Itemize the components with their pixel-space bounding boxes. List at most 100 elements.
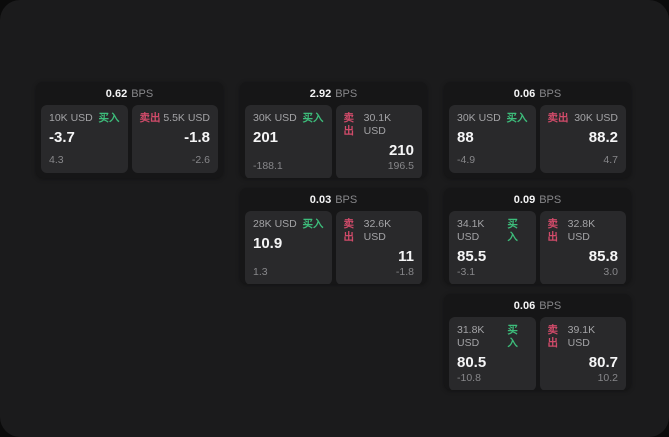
buy-price: -3.7 [49,129,75,146]
buy-delta: -188.1 [253,160,283,172]
sell-price: 88.2 [588,129,618,146]
buy-side-label: 买入 [302,112,324,124]
bps-value: 0.09 [513,193,536,206]
card-header: 0.03 BPS [240,188,427,211]
sell-tile[interactable]: 卖出 32.6K USD 11 -1.8 [335,211,422,284]
buy-delta: 1.3 [253,266,268,278]
buy-size: 30K USD [253,112,297,124]
sell-side-label: 卖出 [343,218,355,243]
buy-tile-top: 28K USD 买入 [253,218,324,231]
bps-unit: BPS [131,87,154,100]
card-body: 10K USD 买入 -3.7 4.3 卖出 5.5K USD -1.8 -2.… [36,105,223,178]
buy-tile[interactable]: 34.1K USD 买入 85.5 -3.1 [449,211,536,284]
sell-side-label: 卖出 [547,324,559,349]
sell-price: 85.8 [588,248,618,265]
sell-side-label: 卖出 [547,218,559,243]
sell-delta: 3.0 [603,266,618,278]
sell-price: -1.8 [184,129,210,146]
sell-tile-top: 卖出 30K USD [548,112,619,125]
card-header: 0.62 BPS [36,82,223,105]
buy-tile-top: 34.1K USD 买入 [457,218,528,244]
sell-price: 11 [398,248,414,265]
sell-price: 210 [388,142,414,159]
bps-value: 0.06 [513,87,536,100]
bps-unit: BPS [335,193,358,206]
card-header: 2.92 BPS [240,82,427,105]
sell-tile[interactable]: 卖出 39.1K USD 80.7 10.2 [539,317,626,390]
sell-side-label: 卖出 [139,112,161,124]
buy-size: 10K USD [49,112,93,124]
bps-value: 0.62 [105,87,128,100]
quote-card: 0.03 BPS 28K USD 买入 10.9 1.3 卖出 32.6K US… [240,188,427,284]
buy-delta: -4.9 [457,154,476,166]
buy-price: 85.5 [457,248,487,265]
buy-tile-top: 30K USD 买入 [457,112,528,125]
quote-card: 0.06 BPS 30K USD 买入 88 -4.9 卖出 30K USD 8… [444,82,631,178]
buy-tile[interactable]: 30K USD 买入 201 -188.1 [245,105,332,178]
quote-card: 0.62 BPS 10K USD 买入 -3.7 4.3 卖出 5.5K USD… [36,82,223,178]
sell-side-label: 卖出 [547,112,569,124]
card-header: 0.09 BPS [444,188,631,211]
buy-tile[interactable]: 28K USD 买入 10.9 1.3 [245,211,332,284]
buy-tile[interactable]: 31.8K USD 买入 80.5 -10.8 [449,317,536,390]
sell-side-label: 卖出 [343,112,355,137]
sell-tile-top: 卖出 32.6K USD [344,218,415,244]
buy-price: 80.5 [457,354,487,371]
sell-tile-top: 卖出 39.1K USD [548,324,619,350]
quote-card: 2.92 BPS 30K USD 买入 201 -188.1 卖出 30.1K … [240,82,427,178]
sell-tile[interactable]: 卖出 5.5K USD -1.8 -2.6 [131,105,218,173]
buy-tile-top: 10K USD 买入 [49,112,120,125]
buy-side-label: 买入 [98,112,120,124]
buy-size: 31.8K USD [457,324,485,349]
buy-delta: -3.1 [457,266,476,278]
buy-tile-top: 30K USD 买入 [253,112,324,125]
card-body: 28K USD 买入 10.9 1.3 卖出 32.6K USD 11 -1.8 [240,211,427,284]
sell-size: 32.8K USD [567,218,596,243]
card-body: 34.1K USD 买入 85.5 -3.1 卖出 32.8K USD 85.8… [444,211,631,284]
buy-side-label: 买入 [507,324,518,349]
buy-delta: -10.8 [457,372,481,384]
buy-delta: 4.3 [49,154,64,166]
sell-tile-top: 卖出 32.8K USD [548,218,619,244]
buy-size: 30K USD [457,112,501,124]
card-header: 0.06 BPS [444,294,631,317]
sell-tile-top: 卖出 30.1K USD [344,112,415,138]
sell-size: 5.5K USD [163,112,210,124]
sell-tile[interactable]: 卖出 32.8K USD 85.8 3.0 [539,211,626,284]
card-header: 0.06 BPS [444,82,631,105]
sell-delta: -1.8 [395,266,414,278]
buy-size: 28K USD [253,218,297,230]
cards-grid: 0.62 BPS 10K USD 买入 -3.7 4.3 卖出 5.5K USD… [36,82,631,390]
card-body: 31.8K USD 买入 80.5 -10.8 卖出 39.1K USD 80.… [444,317,631,390]
sell-delta: 196.5 [387,160,414,172]
sell-size: 30.1K USD [363,112,392,137]
buy-price: 10.9 [253,235,283,252]
sell-delta: 10.2 [597,372,618,384]
card-body: 30K USD 买入 201 -188.1 卖出 30.1K USD 210 1… [240,105,427,178]
buy-tile-top: 31.8K USD 买入 [457,324,528,350]
sell-size: 30K USD [574,112,618,124]
sell-delta: -2.6 [191,154,210,166]
sell-tile[interactable]: 卖出 30.1K USD 210 196.5 [335,105,422,178]
sell-price: 80.7 [588,354,618,371]
bps-unit: BPS [335,87,358,100]
sell-tile[interactable]: 卖出 30K USD 88.2 4.7 [539,105,626,173]
bps-value: 0.06 [513,299,536,312]
quote-card: 0.06 BPS 31.8K USD 买入 80.5 -10.8 卖出 39.1… [444,294,631,390]
buy-side-label: 买入 [302,218,324,230]
bps-value: 2.92 [309,87,332,100]
buy-tile[interactable]: 10K USD 买入 -3.7 4.3 [41,105,128,173]
sell-delta: 4.7 [603,154,618,166]
card-body: 30K USD 买入 88 -4.9 卖出 30K USD 88.2 4.7 [444,105,631,178]
buy-side-label: 买入 [507,218,518,243]
bps-unit: BPS [539,193,562,206]
buy-tile[interactable]: 30K USD 买入 88 -4.9 [449,105,536,173]
buy-size: 34.1K USD [457,218,485,243]
sell-tile-top: 卖出 5.5K USD [140,112,211,125]
sell-size: 32.6K USD [363,218,392,243]
bps-unit: BPS [539,87,562,100]
sell-size: 39.1K USD [567,324,596,349]
bps-unit: BPS [539,299,562,312]
buy-side-label: 买入 [506,112,528,124]
